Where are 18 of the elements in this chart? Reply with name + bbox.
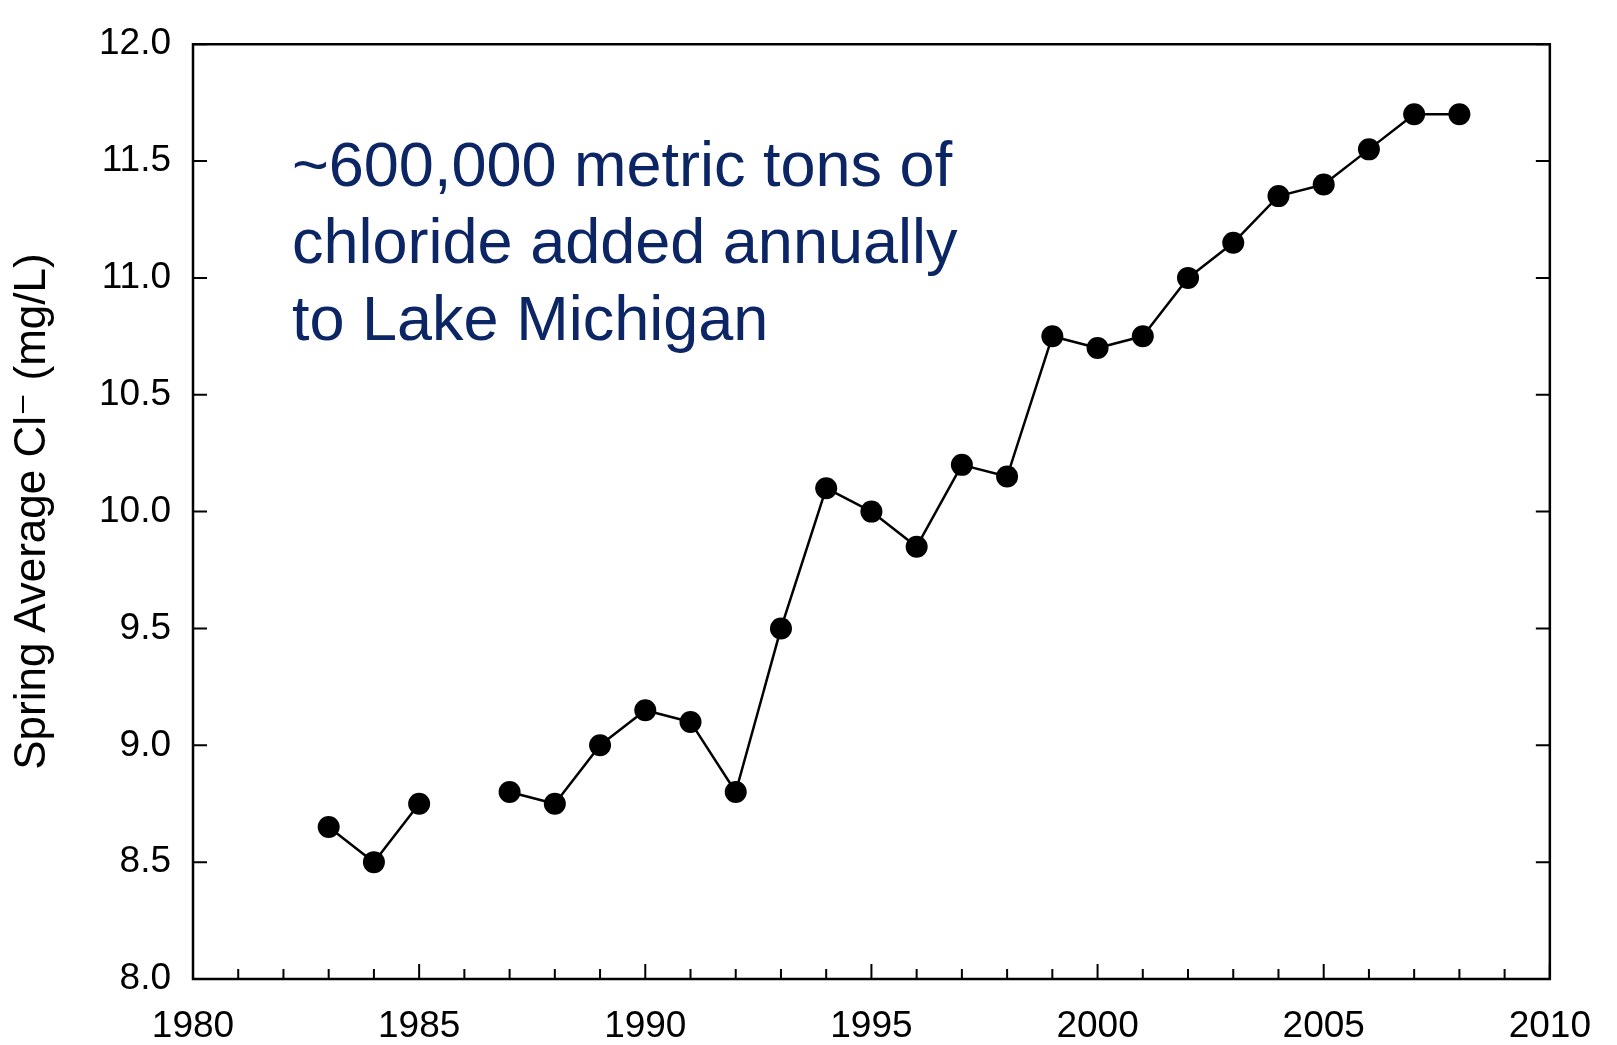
x-tick-label: 1995: [830, 1004, 913, 1045]
x-tick-label: 2000: [1056, 1004, 1139, 1045]
y-tick-label: 9.5: [119, 605, 171, 647]
x-tick-label: 2005: [1282, 1004, 1365, 1045]
y-tick-label: 11.5: [101, 138, 171, 180]
x-tick-label: 1990: [604, 1004, 687, 1045]
y-tick-label: 8.5: [119, 839, 171, 881]
y-tick-label: 10.0: [98, 488, 171, 530]
x-tick-label: 2010: [1508, 1004, 1591, 1045]
annotation: ~600,000 metric tons of chloride added annually to Lake Michigan: [292, 129, 958, 354]
y-axis-title: Spring Average Cl⁻ (mg/L): [4, 253, 54, 770]
y-tick-label: 10.5: [98, 371, 171, 413]
y-tick-label: 9.0: [119, 722, 171, 764]
x-tick-label: 1985: [377, 1004, 461, 1045]
y-tick-label: 8.0: [119, 956, 171, 998]
y-tick-label: 11.0: [101, 255, 171, 297]
y-tick-label: 12.0: [98, 21, 171, 63]
x-tick-label: 1980: [151, 1004, 235, 1045]
